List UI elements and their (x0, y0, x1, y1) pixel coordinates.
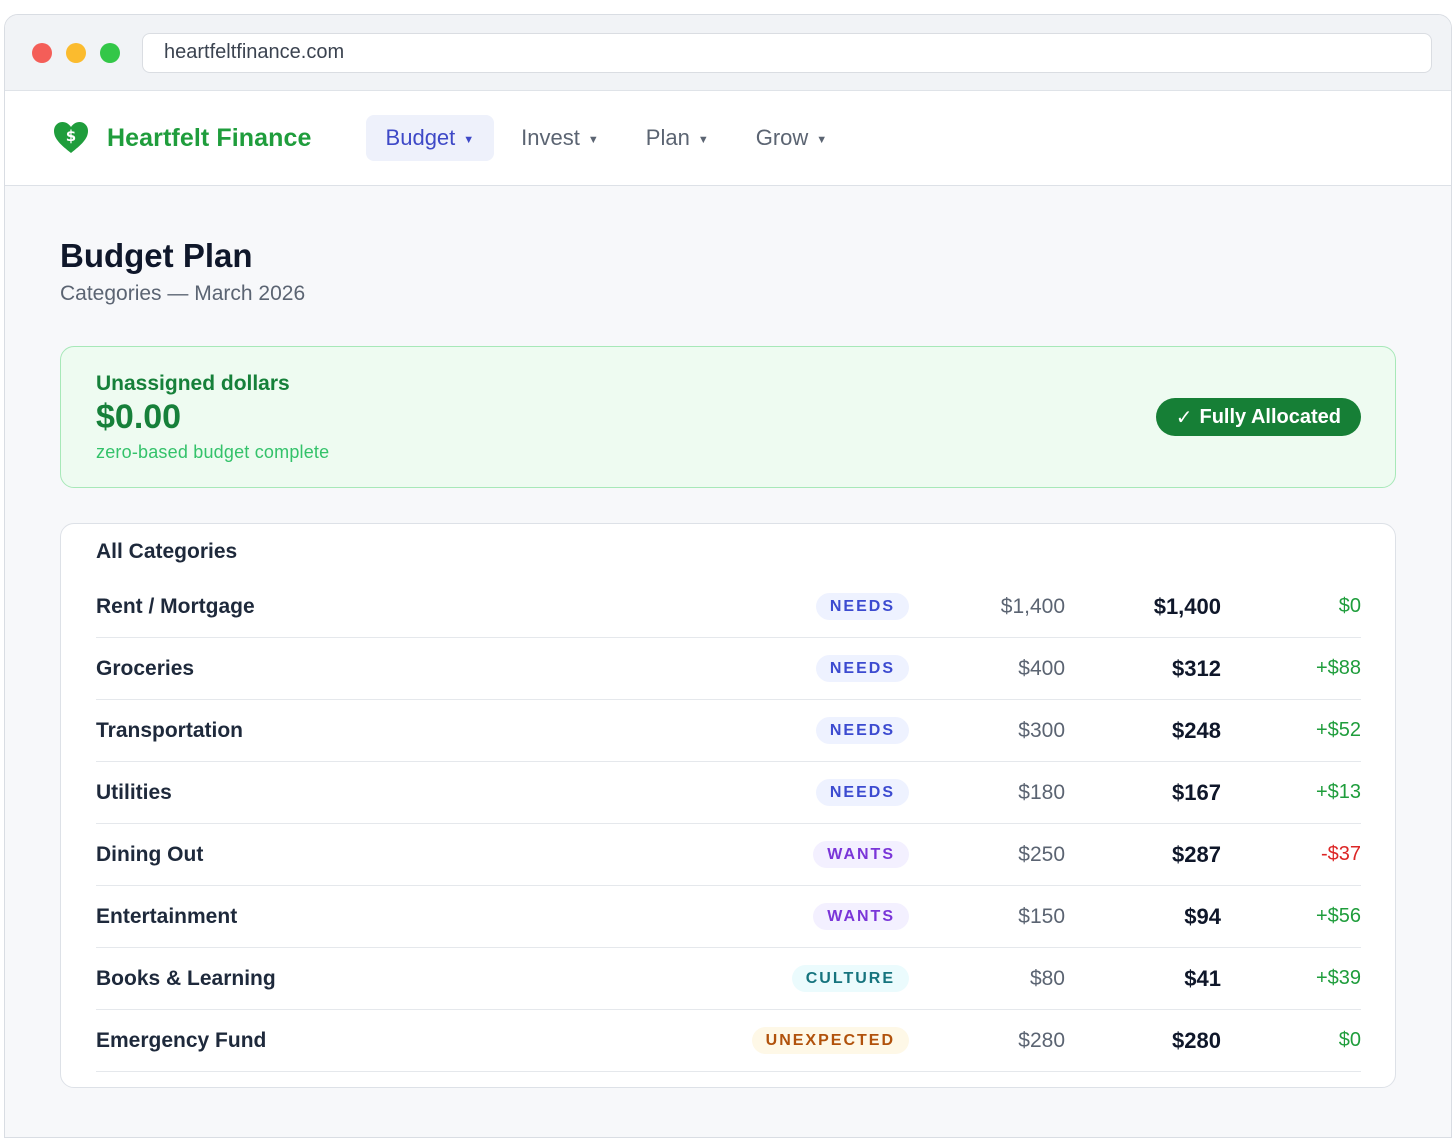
brand-name: Heartfelt Finance (107, 123, 312, 152)
difference-amount: +$56 (1315, 905, 1361, 927)
maximize-window-button[interactable] (100, 42, 120, 63)
difference-amount: $0 (1338, 1029, 1361, 1051)
brand-logo[interactable]: $ Heartfelt Finance (53, 121, 312, 155)
category-name: Transportation (96, 718, 244, 742)
category-name: Rent / Mortgage (96, 594, 255, 618)
top-nav: $ Heartfelt Finance Budget ▼ Invest ▼ Pl… (5, 91, 1451, 186)
difference-amount: +$88 (1315, 657, 1361, 679)
category-row[interactable]: Utilities NEEDS $180 $167 +$13 (96, 762, 1361, 824)
category-tag: NEEDS (815, 779, 909, 806)
spent-amount: $287 (1172, 841, 1221, 867)
category-name: Dining Out (96, 842, 204, 866)
budgeted-amount: $280 (1018, 1028, 1065, 1052)
page-subtitle: Categories — March 2026 (60, 282, 306, 305)
category-name: Utilities (96, 780, 172, 804)
checkmark-icon: ✓ (1175, 406, 1193, 429)
category-tag: NEEDS (815, 593, 909, 620)
spent-amount: $312 (1172, 655, 1221, 681)
spent-amount: $167 (1172, 779, 1221, 805)
close-window-button[interactable] (32, 42, 52, 63)
category-row[interactable]: Entertainment WANTS $150 $94 +$56 (96, 886, 1361, 948)
main-content: Budget Plan Categories — March 2026 Unas… (5, 186, 1451, 1088)
difference-amount: -$37 (1320, 843, 1361, 865)
category-row[interactable]: Groceries NEEDS $400 $312 +$88 (96, 638, 1361, 700)
spent-amount: $41 (1184, 965, 1221, 991)
budgeted-amount: $180 (1018, 780, 1065, 804)
difference-amount: +$13 (1315, 781, 1361, 803)
nav-budget[interactable]: Budget ▼ (365, 115, 495, 161)
unassigned-label: Unassigned dollars (96, 372, 290, 395)
chevron-down-icon: ▼ (463, 133, 475, 146)
spent-amount: $248 (1172, 717, 1221, 743)
browser-chrome: heartfeltfinance.com (5, 15, 1451, 91)
chevron-down-icon: ▼ (816, 133, 828, 146)
budgeted-amount: $300 (1018, 718, 1065, 742)
unassigned-note: zero-based budget complete (96, 442, 330, 462)
url-text: heartfeltfinance.com (164, 41, 345, 63)
minimize-window-button[interactable] (66, 42, 86, 63)
categories-title: All Categories (96, 540, 238, 563)
nav-grow[interactable]: Grow ▼ (736, 115, 847, 161)
budgeted-amount: $400 (1018, 656, 1065, 680)
nav-invest-label: Invest (521, 125, 580, 150)
category-name: Emergency Fund (96, 1028, 267, 1052)
unassigned-amount: $0.00 (96, 398, 182, 436)
badge-label: Fully Allocated (1199, 405, 1341, 428)
nav-plan-label: Plan (645, 125, 690, 150)
svg-text:$: $ (66, 127, 76, 145)
spent-amount: $94 (1184, 903, 1221, 929)
category-name: Entertainment (96, 904, 238, 928)
category-name: Books & Learning (96, 966, 276, 990)
chevron-down-icon: ▼ (587, 133, 599, 146)
budgeted-amount: $1,400 (1000, 594, 1065, 618)
categories-card: All Categories Rent / Mortgage NEEDS $1,… (60, 523, 1396, 1088)
category-tag: WANTS (813, 903, 909, 930)
nav-grow-label: Grow (755, 125, 809, 150)
difference-amount: $0 (1338, 595, 1361, 617)
category-row[interactable]: Dining Out WANTS $250 $287 -$37 (96, 824, 1361, 886)
budgeted-amount: $80 (1029, 966, 1065, 990)
address-bar[interactable]: heartfeltfinance.com (142, 32, 1432, 73)
nav-budget-label: Budget (385, 125, 456, 150)
category-row[interactable]: Rent / Mortgage NEEDS $1,400 $1,400 $0 (96, 576, 1361, 638)
unassigned-card: Unassigned dollars $0.00 zero-based budg… (60, 346, 1396, 488)
category-tag: CULTURE (791, 965, 909, 992)
main-menu: Budget ▼ Invest ▼ Plan ▼ Grow ▼ (365, 115, 855, 161)
category-tag: WANTS (813, 841, 909, 868)
category-row[interactable]: Books & Learning CULTURE $80 $41 +$39 (96, 948, 1361, 1010)
page-title: Budget Plan (60, 237, 253, 274)
category-row[interactable]: Emergency Fund UNEXPECTED $280 $280 $0 (96, 1010, 1361, 1072)
spent-amount: $280 (1172, 1027, 1221, 1053)
category-tag: UNEXPECTED (751, 1027, 909, 1054)
nav-invest[interactable]: Invest ▼ (501, 115, 619, 161)
difference-amount: +$52 (1315, 719, 1361, 741)
category-name: Groceries (96, 656, 195, 680)
nav-plan[interactable]: Plan ▼ (626, 115, 729, 161)
browser-window: heartfeltfinance.com $ Heartfelt Finance… (4, 14, 1452, 1138)
heart-dollar-icon: $ (54, 122, 88, 153)
chevron-down-icon: ▼ (697, 133, 709, 146)
category-tag: NEEDS (815, 717, 909, 744)
category-row[interactable]: Transportation NEEDS $300 $248 +$52 (96, 700, 1361, 762)
fully-allocated-badge: ✓ Fully Allocated (1155, 398, 1361, 436)
spent-amount: $1,400 (1153, 593, 1221, 619)
category-tag: NEEDS (815, 655, 909, 682)
difference-amount: +$39 (1315, 967, 1361, 989)
budgeted-amount: $150 (1018, 904, 1065, 928)
budgeted-amount: $250 (1018, 842, 1065, 866)
